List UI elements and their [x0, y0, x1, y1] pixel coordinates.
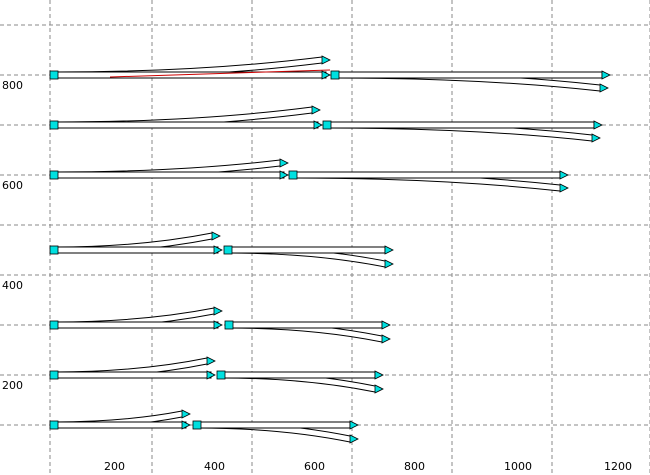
axis-ticks: 200 400 600 800 1000 1200 200 400 600 800 — [2, 79, 632, 473]
joint-arrow — [181, 420, 191, 430]
straight-end-arrow — [384, 245, 394, 255]
branch-end-arrow — [591, 133, 601, 143]
straight-end-arrow — [593, 120, 603, 130]
branch-end-arrow — [213, 306, 223, 316]
straight-rail — [227, 246, 386, 254]
x-tick-label: 800 — [404, 460, 425, 473]
joint-connector-block — [216, 370, 226, 380]
straight-rail — [228, 321, 383, 329]
y-tick-label: 200 — [2, 379, 23, 392]
straight-end-arrow — [374, 370, 384, 380]
joint-connector-block — [322, 120, 332, 130]
start-connector-block — [49, 170, 59, 180]
branch-end-arrow — [599, 83, 609, 93]
x-tick-label: 1000 — [504, 460, 532, 473]
straight-end-arrow — [559, 170, 569, 180]
joint-connector-block — [330, 70, 340, 80]
highlight-rail — [109, 69, 331, 78]
start-connector-block — [49, 70, 59, 80]
x-tick-label: 400 — [204, 460, 225, 473]
joint-connector-block — [223, 245, 233, 255]
turnout-pair — [49, 55, 611, 93]
turnout-pair — [49, 409, 359, 444]
branch-end-arrow — [311, 105, 321, 115]
straight-rail — [53, 371, 212, 379]
turnout-pair — [49, 356, 384, 394]
branch-end-arrow — [181, 409, 191, 419]
joint-arrow — [313, 120, 323, 130]
branch-end-arrow — [321, 55, 331, 65]
straight-end-arrow — [381, 320, 391, 330]
branch-end-arrow — [211, 231, 221, 241]
track-sections — [49, 55, 611, 444]
y-tick-label: 400 — [2, 279, 23, 292]
straight-rail — [196, 421, 351, 429]
start-connector-block — [49, 370, 59, 380]
straight-rail — [53, 121, 319, 129]
start-connector-block — [49, 420, 59, 430]
branch-end-arrow — [349, 434, 359, 444]
branch-end-arrow — [206, 356, 216, 366]
branch-end-arrow — [384, 259, 394, 269]
joint-connector-block — [288, 170, 298, 180]
joint-connector-block — [224, 320, 234, 330]
joint-arrow — [321, 70, 331, 80]
x-tick-label: 200 — [104, 460, 125, 473]
branch-end-arrow — [559, 183, 569, 193]
joint-arrow — [206, 370, 216, 380]
joint-connector-block — [192, 420, 202, 430]
straight-rail — [53, 171, 285, 179]
straight-rail — [292, 171, 561, 179]
branch-end-arrow — [381, 334, 391, 344]
straight-rail — [220, 371, 376, 379]
straight-rail — [53, 321, 219, 329]
branch-end-arrow — [374, 384, 384, 394]
straight-rail — [53, 421, 187, 429]
joint-arrow — [279, 170, 289, 180]
turnout-pair — [49, 158, 569, 193]
start-connector-block — [49, 320, 59, 330]
x-tick-label: 1200 — [604, 460, 632, 473]
start-connector-block — [49, 120, 59, 130]
joint-arrow — [213, 320, 223, 330]
branch-end-arrow — [279, 158, 289, 168]
straight-end-arrow — [601, 70, 611, 80]
joint-arrow — [213, 245, 223, 255]
straight-rail — [334, 71, 603, 79]
start-connector-block — [49, 245, 59, 255]
straight-rail — [53, 246, 219, 254]
x-tick-label: 600 — [304, 460, 325, 473]
y-tick-label: 800 — [2, 79, 23, 92]
straight-end-arrow — [349, 420, 359, 430]
turnout-pair — [49, 105, 603, 143]
turnout-pair — [49, 306, 391, 344]
turnout-pair — [49, 231, 394, 269]
straight-rail — [53, 71, 327, 79]
straight-rail — [326, 121, 595, 129]
y-tick-label: 600 — [2, 179, 23, 192]
